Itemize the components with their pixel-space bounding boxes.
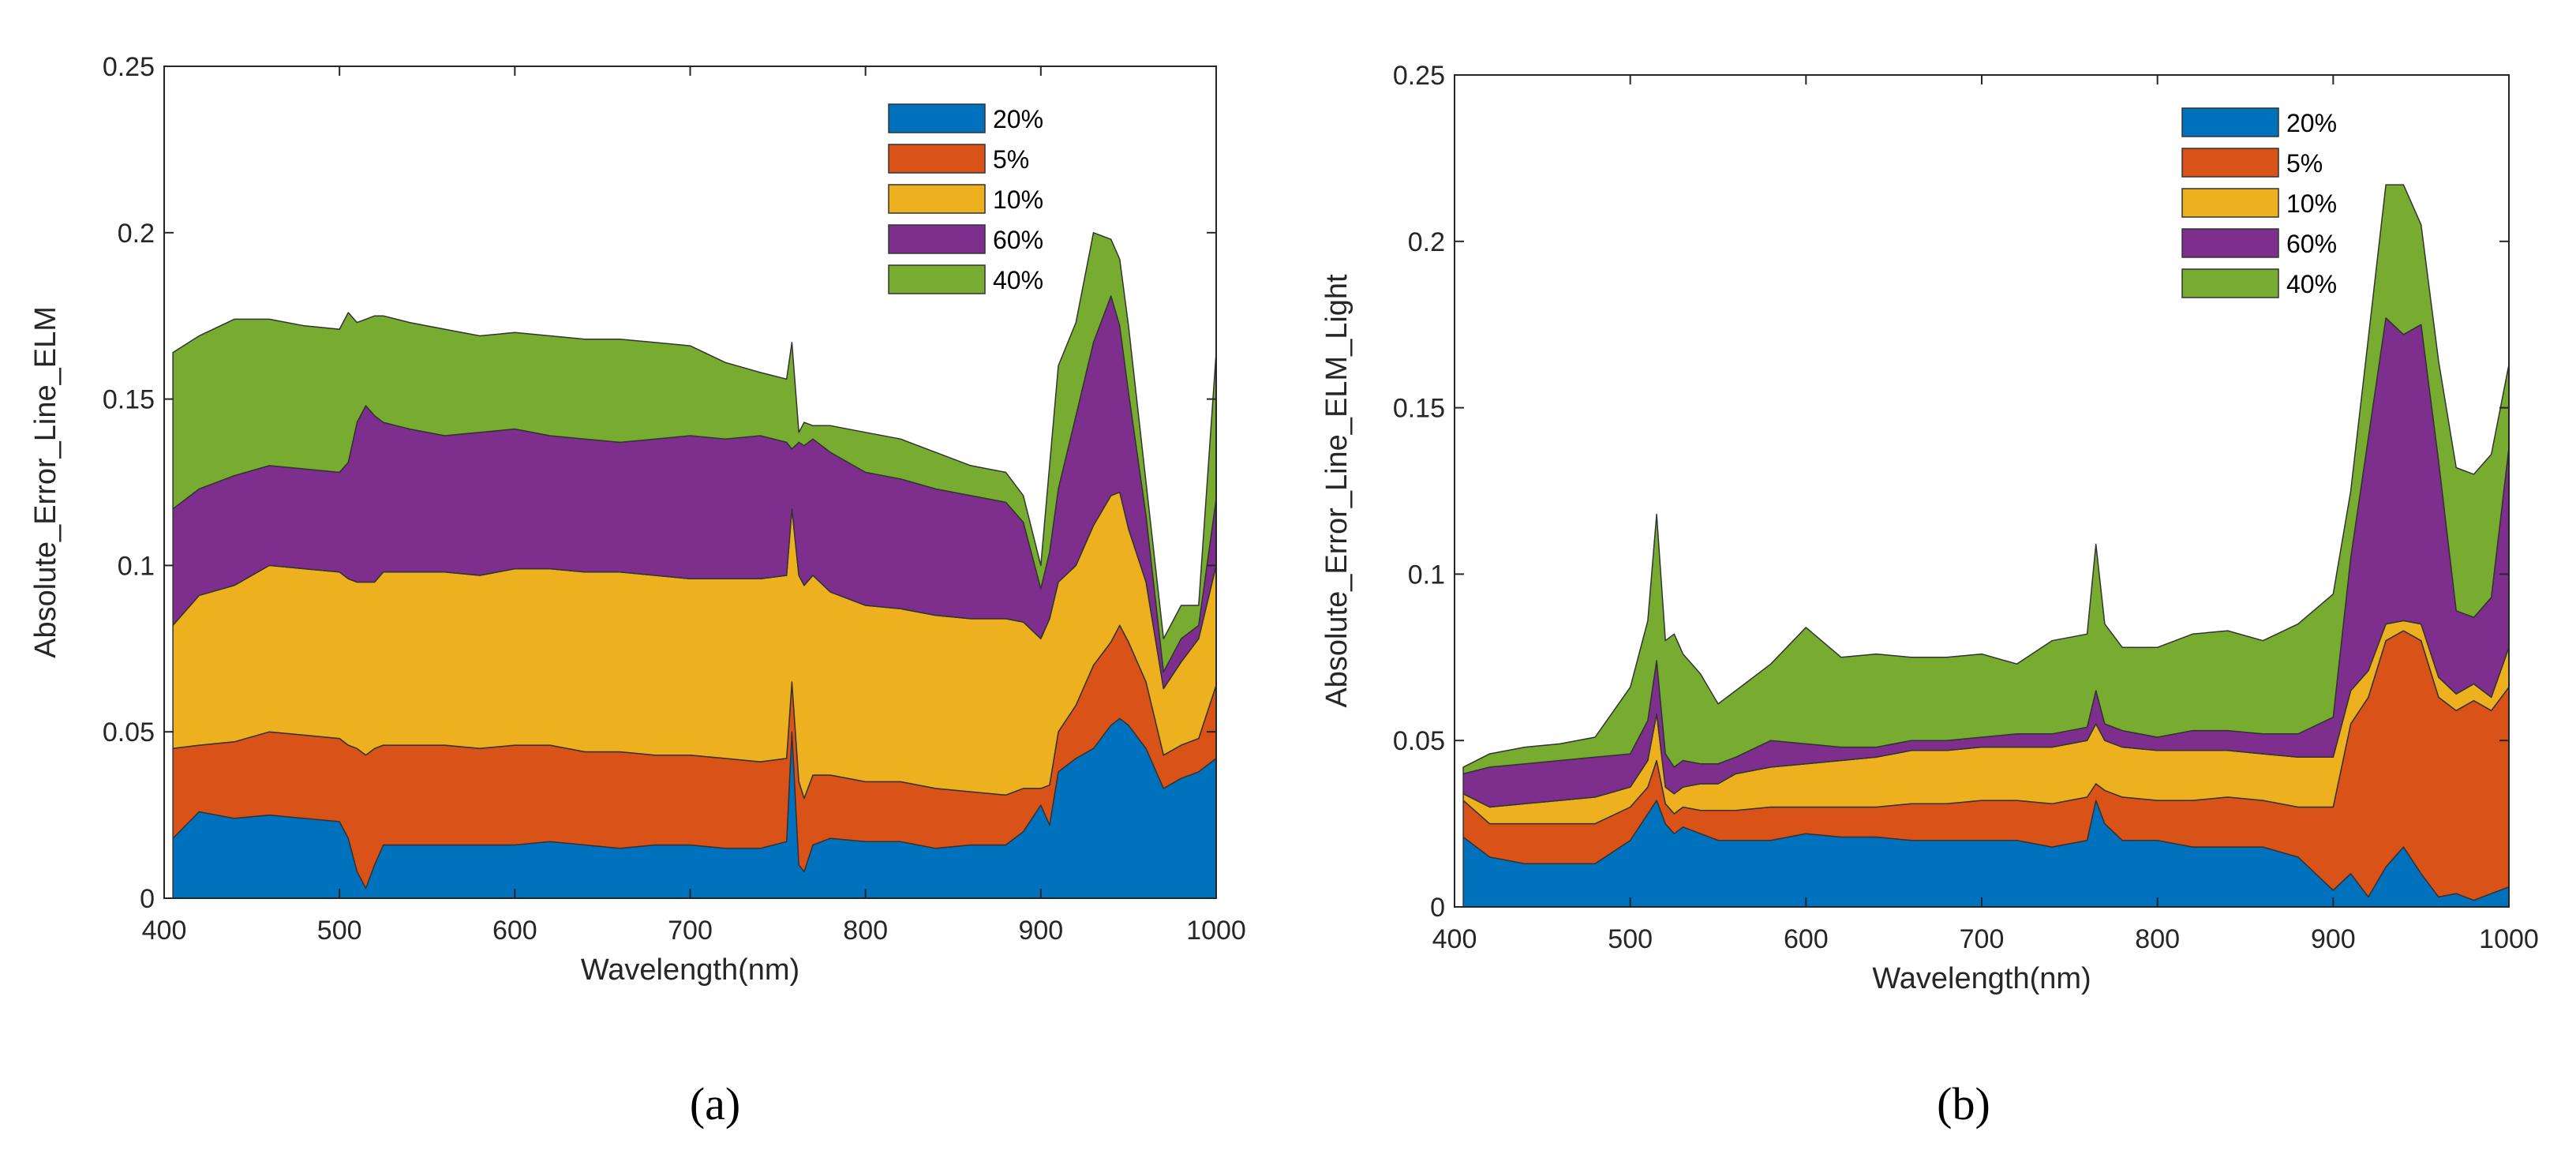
x-tick-label: 900 <box>1018 916 1063 946</box>
legend-swatch-60pct <box>2181 228 2279 258</box>
legend-swatch-10pct <box>2181 188 2279 218</box>
x-tick-label: 1000 <box>1186 916 1246 946</box>
y-tick-label: 0.2 <box>1408 227 1445 257</box>
legend-label-5pct: 5% <box>993 145 1029 174</box>
legend-swatch-40pct <box>2181 268 2279 298</box>
legend-label-10pct: 10% <box>993 185 1043 214</box>
x-tick-label: 400 <box>142 916 187 946</box>
legend: 20% 5% 10% 60% 40% <box>2181 107 2337 298</box>
y-tick-label: 0 <box>140 884 155 914</box>
x-tick-label: 700 <box>1960 924 2005 954</box>
legend-swatch-60pct <box>888 224 986 254</box>
legend-label-40pct: 40% <box>993 266 1043 294</box>
legend-label-40pct: 40% <box>2286 270 2337 298</box>
x-tick-label: 900 <box>2311 924 2356 954</box>
x-axis-label: Wavelength(nm) <box>581 953 799 987</box>
y-axis-label: Absolute_Error_Line_ELM <box>29 306 62 658</box>
x-tick-label: 1000 <box>2479 924 2539 954</box>
legend-label-60pct: 60% <box>993 226 1043 254</box>
legend-label-10pct: 10% <box>2286 189 2337 218</box>
legend-swatch-20pct <box>2181 107 2279 137</box>
legend-swatch-40pct <box>888 264 986 294</box>
legend-swatch-5pct <box>2181 148 2279 178</box>
x-tick-label: 800 <box>843 916 888 946</box>
legend-swatch-10pct <box>888 184 986 214</box>
x-tick-label: 500 <box>317 916 362 946</box>
x-tick-label: 400 <box>1432 924 1477 954</box>
x-axis-label: Wavelength(nm) <box>1872 962 2091 995</box>
legend-swatch-20pct <box>888 103 986 133</box>
figure-caption: (b) <box>1937 1078 1990 1129</box>
y-tick-label: 0.15 <box>103 385 155 415</box>
legend-label-5pct: 5% <box>2286 149 2323 178</box>
x-tick-label: 800 <box>2135 924 2180 954</box>
chart-b: 400 500 600 700 800 900 1000 0 0.05 0.1 0.15 0.2 0.2… <box>1320 61 2539 1129</box>
legend-label-20pct: 20% <box>2286 109 2337 137</box>
legend-swatch-5pct <box>888 144 986 174</box>
y-tick-label: 0.15 <box>1393 394 1445 424</box>
y-tick-label: 0.05 <box>103 717 155 747</box>
figure-caption: (a) <box>690 1078 740 1129</box>
y-tick-label: 0 <box>1430 893 1445 923</box>
y-tick-label: 0.1 <box>118 551 155 581</box>
chart-a: 400 500 600 700 800 900 1000 0 0.05 0.1 0.15 0.2 0.2… <box>29 52 1246 1129</box>
x-tick-label: 600 <box>1784 924 1829 954</box>
legend-label-20pct: 20% <box>993 105 1043 133</box>
y-axis-label: Absolute_Error_Line_ELM_Light <box>1320 274 1354 708</box>
x-tick-label: 600 <box>492 916 537 946</box>
legend-label-60pct: 60% <box>2286 230 2337 258</box>
y-tick-label: 0.1 <box>1408 560 1445 590</box>
x-tick-label: 500 <box>1608 924 1653 954</box>
y-tick-label: 0.05 <box>1393 726 1445 756</box>
legend: 20% 5% 10% 60% 40% <box>888 103 1043 294</box>
y-tick-label: 0.25 <box>103 52 155 82</box>
y-tick-label: 0.25 <box>1393 61 1445 91</box>
x-tick-label: 700 <box>668 916 713 946</box>
y-tick-label: 0.2 <box>118 219 155 249</box>
